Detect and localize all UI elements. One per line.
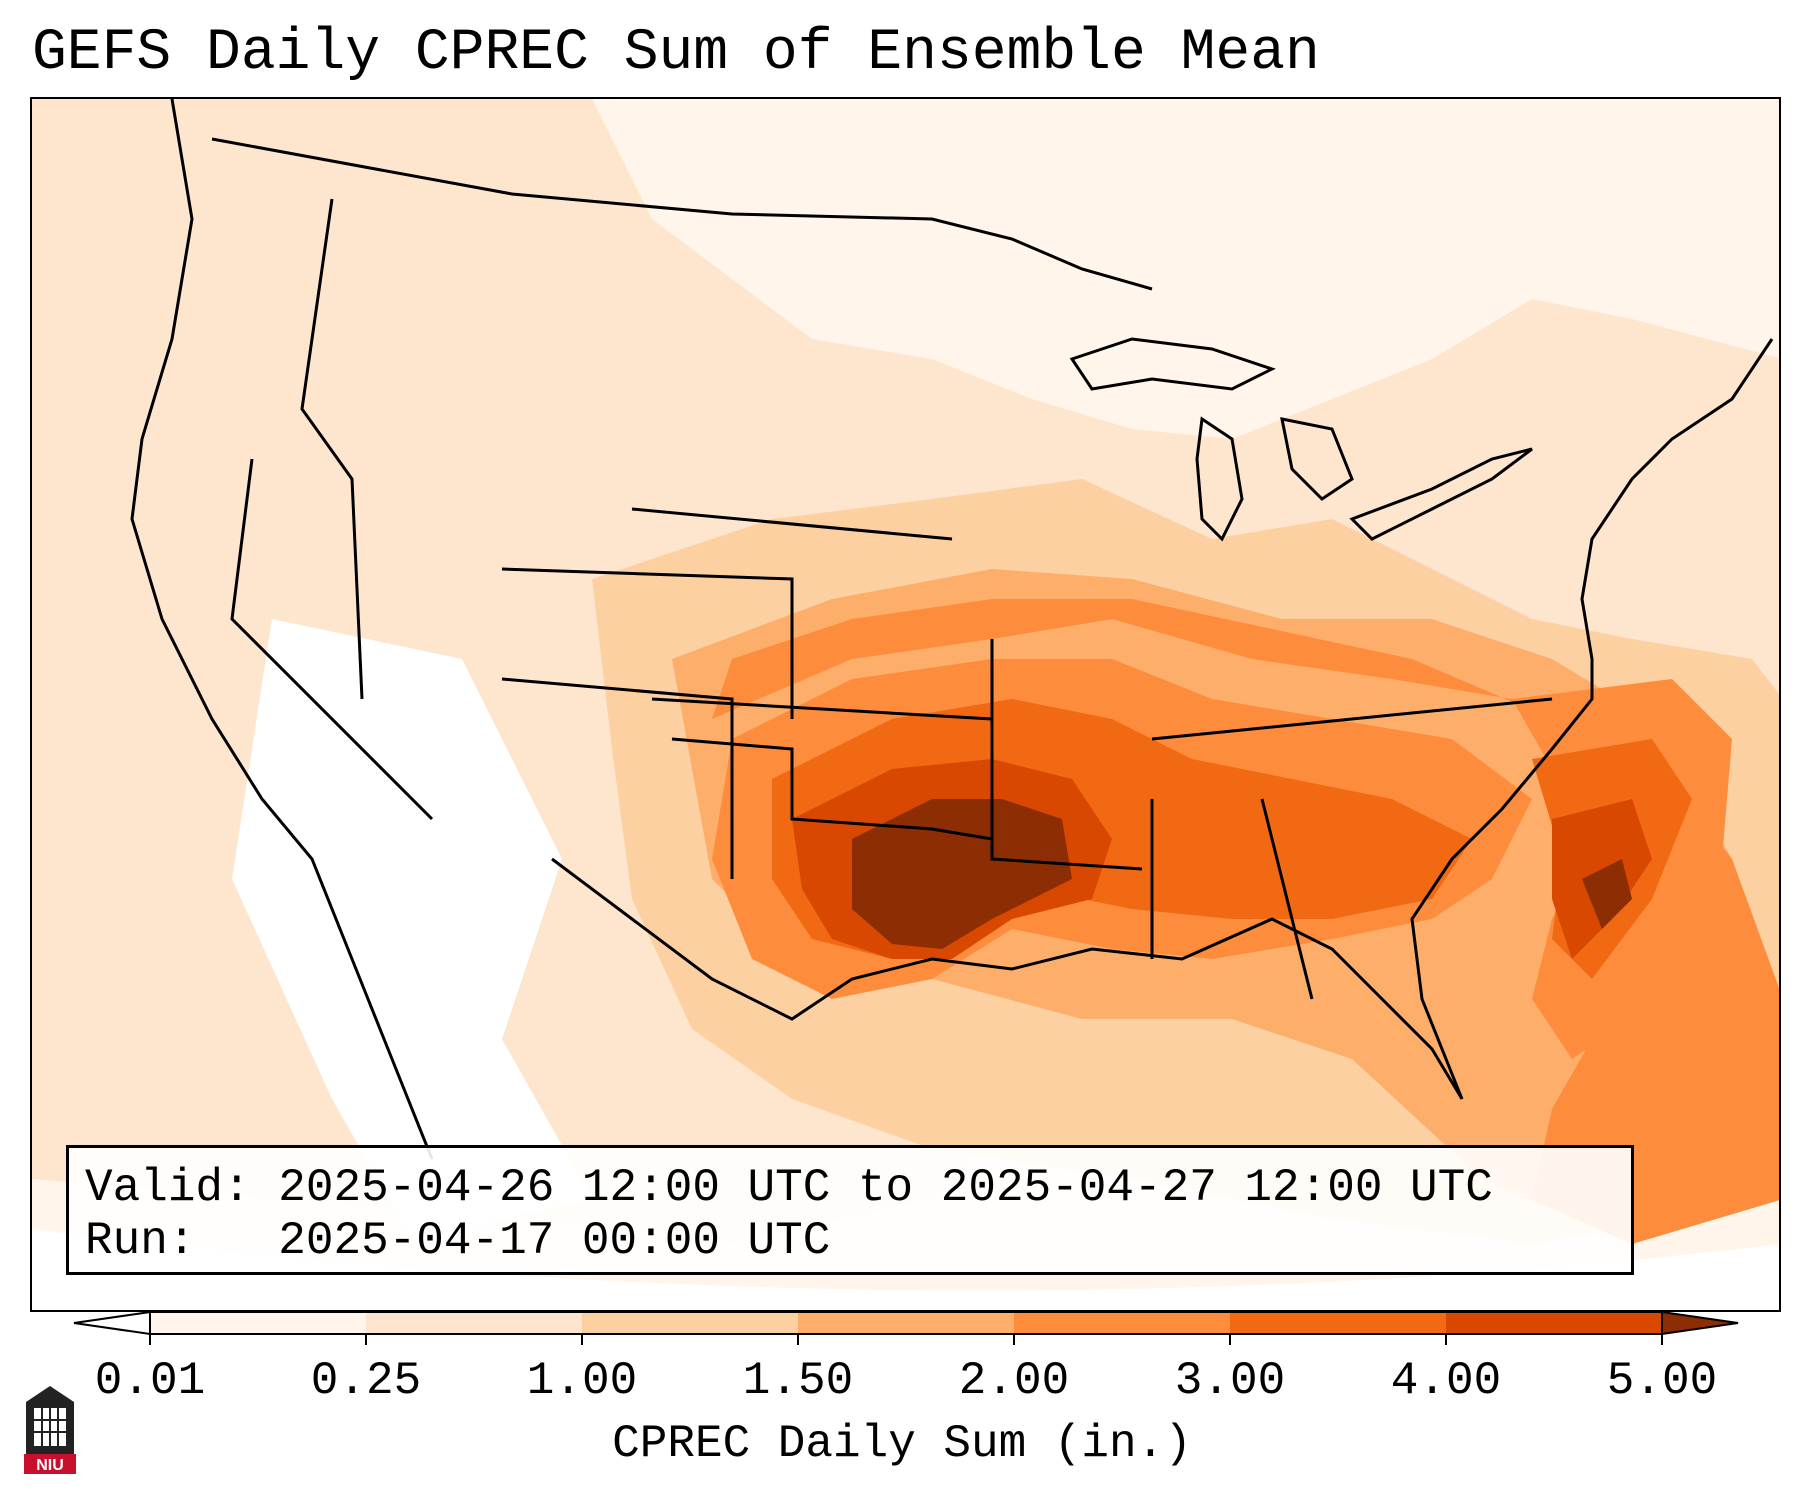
colorbar-bin-1 [150,1312,366,1334]
chart-title: GEFS Daily CPREC Sum of Ensemble Mean [32,21,1320,86]
colorbar-tick-label: 0.01 [94,1355,206,1407]
lake-superior [1069,337,1276,391]
valid-value: 2025-04-26 12:00 UTC to 2025-04-27 12:00… [278,1162,1493,1214]
state-borders [130,99,1774,1160]
gulf-coast [551,857,1464,1100]
state-line-nevada [230,458,434,821]
colorbar-tick-label: 4.00 [1390,1355,1502,1407]
lake-huron [1280,417,1354,501]
colorbar-bin-7 [1446,1312,1662,1334]
atlantic-coast [1410,338,1774,1100]
state-line-ks-ne [631,507,953,541]
colorbar-tick-label: 0.25 [310,1355,422,1407]
colorbar-label: CPREC Daily Sum (in.) [612,1418,1192,1470]
colorbar-bin-5 [1014,1312,1230,1334]
valid-label: Valid: [85,1162,251,1214]
precip-map [30,97,1781,1312]
precip-map-canvas [32,99,1779,1291]
colorbar [73,1312,1739,1345]
field-none-southwest [232,619,592,1239]
field-max-east [1582,859,1632,929]
great-lakes [1069,337,1533,542]
lake-erie-ontario [1349,447,1533,541]
colorbar-tick-label: 3.00 [1174,1355,1286,1407]
niu-logo-icon: NIU [24,1386,76,1474]
state-line-mo-ar [990,639,1143,871]
colorbar-tick-label: 5.00 [1606,1355,1718,1407]
colorbar-bin-6 [1230,1312,1446,1334]
state-line-co [501,567,794,719]
colorbar-extend-low [73,1312,151,1336]
pacific-coast [130,99,434,1160]
colorbar-bin-4 [798,1312,1014,1334]
state-line-tn [1151,697,1553,741]
colorbar-frame [149,1312,1663,1335]
colorbar-tick-label: 2.00 [958,1355,1070,1407]
state-line-mountain [300,198,364,700]
state-line-al-ga [1260,798,1314,1000]
colorbar-ticks [149,1334,1663,1345]
colorbar-tick-label: 1.00 [526,1355,638,1407]
run-value: 2025-04-17 00:00 UTC [278,1215,831,1267]
colorbar-bin-2 [366,1312,582,1334]
colorbar-bin-3 [582,1312,798,1334]
state-line-nm [501,677,734,879]
state-line-ok-ks [651,697,993,721]
lake-michigan [1195,416,1244,542]
logo-text: NIU [36,1457,64,1474]
field-heavy-core [712,599,1779,1244]
field-max [852,799,1072,949]
run-label: Run: [85,1215,196,1267]
valid-time-box: Valid: 2025-04-26 12:00 UTC to 2025-04-2… [66,1145,1634,1275]
state-line-tx-ok [671,737,993,841]
colorbar-extend-high [1661,1312,1739,1336]
us-canada-border [211,137,1153,291]
colorbar-tick-label: 1.50 [742,1355,854,1407]
